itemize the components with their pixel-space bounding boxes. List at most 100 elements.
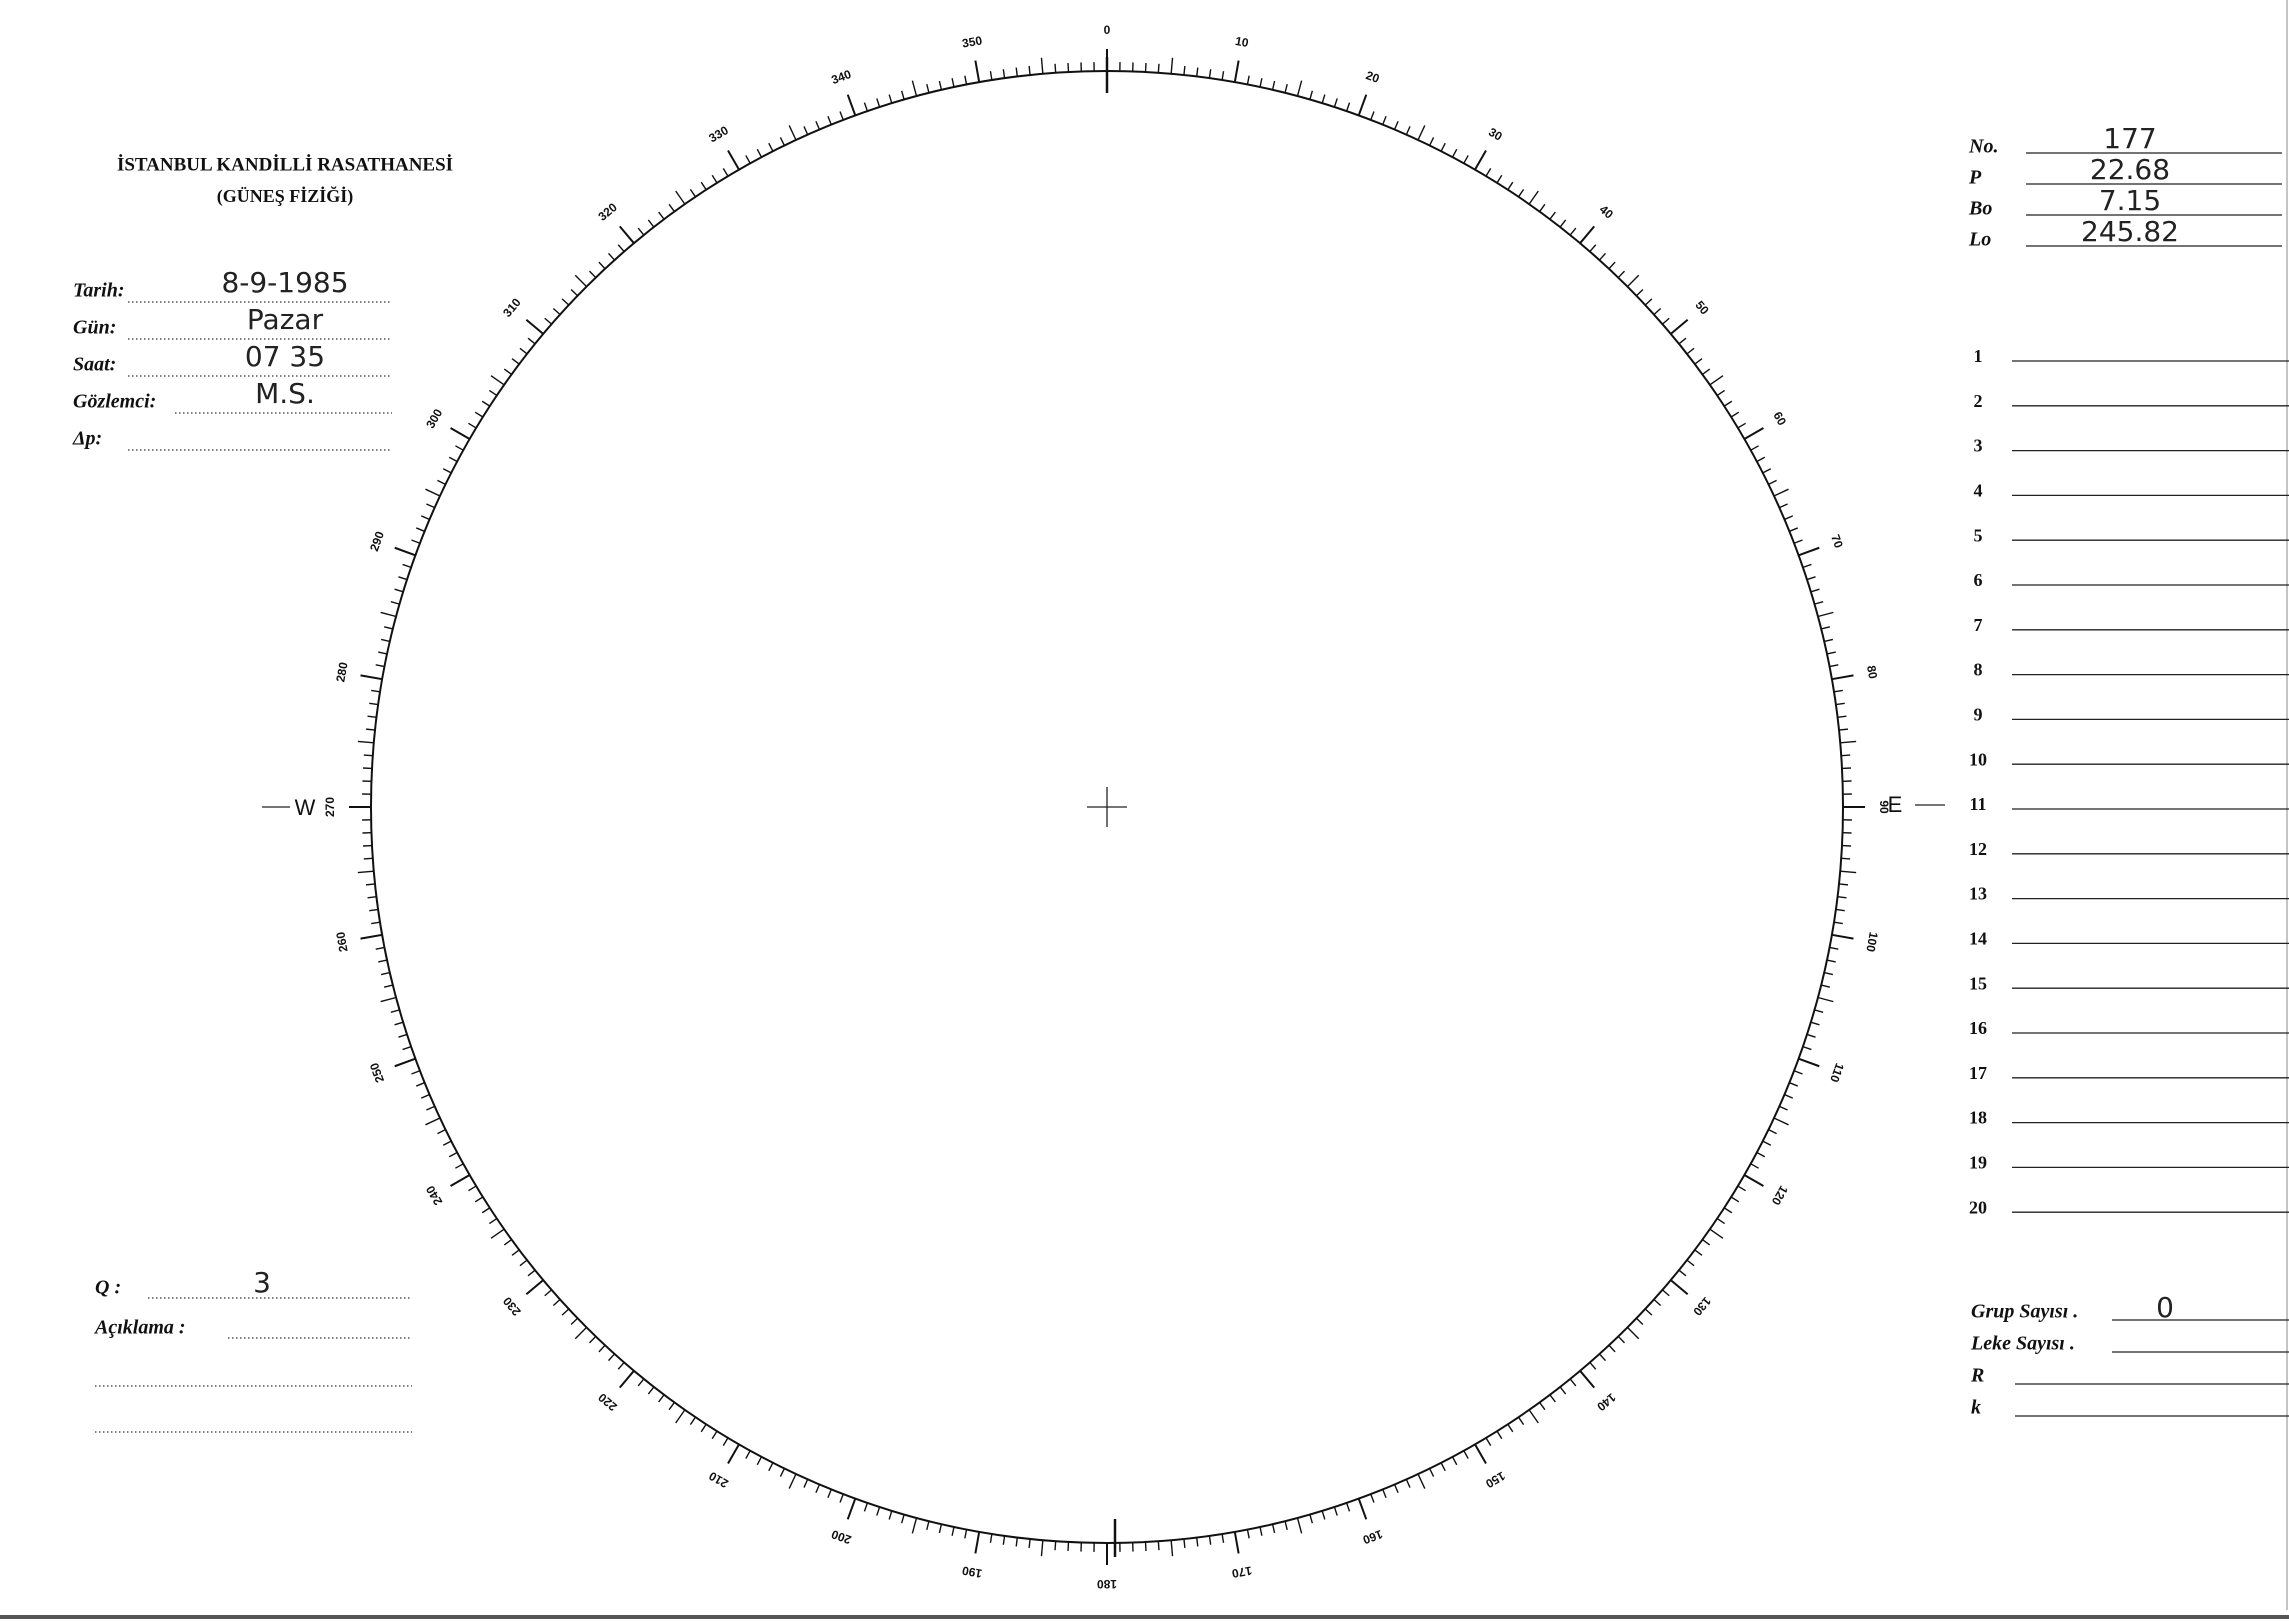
dial-tick bbox=[1789, 527, 1799, 532]
dial-tick bbox=[1321, 94, 1326, 104]
dial-tick bbox=[1463, 155, 1469, 164]
dial-tick bbox=[455, 445, 464, 451]
line-number: 14 bbox=[1969, 929, 1987, 949]
dial-tick bbox=[1806, 576, 1816, 581]
field-label: Gün: bbox=[73, 317, 116, 339]
dial-tick bbox=[1644, 298, 1653, 306]
dial-tick bbox=[1702, 1239, 1711, 1246]
dial-tick bbox=[700, 181, 707, 191]
degree-label: 160 bbox=[1361, 1527, 1385, 1547]
dial-tick bbox=[1370, 111, 1375, 121]
dial-tick bbox=[1768, 1129, 1777, 1135]
dial-tick bbox=[1559, 1386, 1567, 1395]
dial-tick bbox=[1702, 368, 1711, 375]
dial-tick bbox=[1496, 174, 1503, 184]
dial-tick bbox=[876, 98, 881, 108]
dial-tick bbox=[481, 1207, 491, 1214]
line-number: 7 bbox=[1974, 615, 1983, 635]
dial-tick bbox=[722, 168, 729, 177]
dial-tick bbox=[552, 1298, 561, 1307]
dial-tick bbox=[1296, 80, 1303, 97]
dial-tick bbox=[525, 319, 544, 335]
dial-tick bbox=[1463, 1450, 1469, 1459]
dial-tick bbox=[1429, 137, 1435, 146]
dial-tick bbox=[1233, 60, 1240, 83]
dial-tick bbox=[1196, 1537, 1199, 1547]
q-label: Q : bbox=[95, 1277, 121, 1299]
dial-tick bbox=[448, 1151, 458, 1158]
parameter-label: No. bbox=[1968, 136, 1998, 158]
dial-tick bbox=[1833, 689, 1843, 693]
line-number: 17 bbox=[1969, 1063, 1987, 1083]
dial-tick bbox=[951, 1526, 955, 1536]
dial-tick bbox=[619, 225, 635, 244]
dial-tick bbox=[411, 539, 421, 544]
dial-tick bbox=[900, 90, 905, 100]
dial-tick bbox=[989, 71, 993, 81]
dial-tick bbox=[1170, 1540, 1174, 1557]
dial-tick bbox=[1694, 1249, 1703, 1256]
degree-label: 100 bbox=[1863, 931, 1880, 953]
dial-tick bbox=[1608, 1344, 1616, 1353]
handwritten-value: 177 bbox=[2103, 122, 2156, 155]
dial-tick bbox=[450, 427, 471, 440]
dial-tick bbox=[1040, 57, 1044, 74]
dial-tick bbox=[1831, 933, 1854, 940]
east-label: E bbox=[1888, 792, 1903, 817]
dial-tick bbox=[1617, 270, 1626, 279]
dial-tick bbox=[360, 933, 383, 940]
dial-tick bbox=[1528, 1409, 1539, 1424]
dial-tick bbox=[1208, 69, 1212, 79]
dial-tick bbox=[1002, 69, 1006, 79]
dial-tick bbox=[426, 1105, 435, 1111]
dial-tick bbox=[1417, 125, 1426, 141]
dial-tick bbox=[876, 1506, 881, 1516]
dial-tick bbox=[1768, 479, 1777, 485]
dial-tick bbox=[1635, 1317, 1644, 1326]
dial-tick bbox=[371, 921, 381, 925]
dial-tick bbox=[366, 728, 376, 731]
dial-tick bbox=[1170, 57, 1174, 74]
dial-tick bbox=[1730, 411, 1740, 418]
dial-tick bbox=[1393, 1484, 1399, 1494]
dial-tick bbox=[1539, 1402, 1546, 1411]
dial-tick bbox=[1246, 75, 1250, 85]
dial-tick bbox=[779, 137, 785, 146]
dial-tick bbox=[964, 1529, 968, 1539]
dial-tick bbox=[519, 347, 528, 355]
dial-tick bbox=[1382, 115, 1387, 125]
dial-tick bbox=[1589, 1362, 1597, 1370]
dial-tick bbox=[511, 358, 520, 365]
dial-tick bbox=[474, 411, 484, 418]
dial-tick bbox=[1598, 252, 1607, 261]
degree-label: 10 bbox=[1234, 34, 1250, 50]
dial-tick bbox=[1840, 740, 1857, 744]
dial-tick bbox=[1837, 715, 1847, 718]
dial-tick bbox=[380, 996, 397, 1003]
dial-tick bbox=[1823, 971, 1834, 976]
line-number: 13 bbox=[1969, 884, 1987, 904]
dial-tick bbox=[1549, 211, 1556, 220]
dial-tick bbox=[1831, 674, 1854, 681]
dial-tick bbox=[1405, 126, 1411, 135]
dial-tick bbox=[1259, 1526, 1263, 1536]
handwritten-value: Pazar bbox=[247, 303, 324, 336]
dial-tick bbox=[1259, 78, 1263, 88]
dial-tick bbox=[1743, 427, 1764, 440]
remark-label: Açıklama : bbox=[93, 1317, 186, 1339]
dial-tick bbox=[1183, 1538, 1186, 1548]
dial-tick bbox=[1730, 1196, 1740, 1203]
dial-tick bbox=[1271, 1523, 1276, 1534]
count-label: Grup Sayısı . bbox=[1971, 1301, 2078, 1323]
dial-tick bbox=[1357, 1498, 1368, 1520]
dial-tick bbox=[727, 150, 740, 171]
dial-tick bbox=[1709, 375, 1724, 386]
dial-tick bbox=[390, 600, 400, 605]
parameter-label: P bbox=[1968, 167, 1982, 189]
dial-tick bbox=[938, 1523, 943, 1534]
degree-label: 260 bbox=[333, 931, 350, 953]
dial-tick bbox=[1802, 563, 1812, 569]
dial-tick bbox=[519, 1259, 528, 1267]
dial-tick bbox=[1429, 1468, 1435, 1477]
dial-tick bbox=[1833, 921, 1843, 925]
